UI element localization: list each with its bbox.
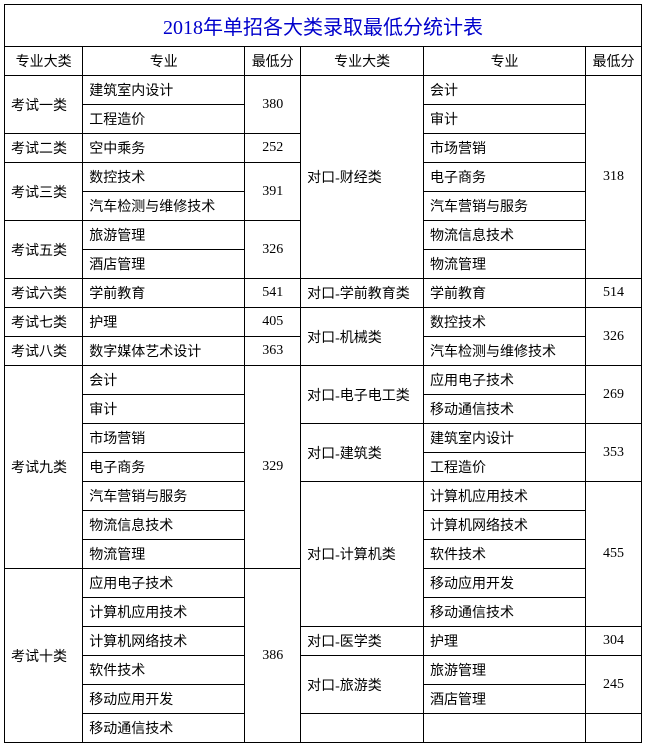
score-cell: 541	[245, 279, 301, 308]
category-cell: 考试十类	[5, 569, 83, 743]
category-cell: 对口-机械类	[301, 308, 424, 366]
major-cell: 工程造价	[83, 105, 245, 134]
admission-score-table: 2018年单招各大类录取最低分统计表专业大类专业最低分专业大类专业最低分考试一类…	[4, 4, 642, 743]
column-header: 专业大类	[5, 47, 83, 76]
major-cell: 计算机网络技术	[424, 511, 586, 540]
empty-cell	[424, 714, 586, 743]
major-cell: 建筑室内设计	[83, 76, 245, 105]
major-cell: 软件技术	[424, 540, 586, 569]
score-cell: 363	[245, 337, 301, 366]
score-cell: 380	[245, 76, 301, 134]
major-cell: 旅游管理	[83, 221, 245, 250]
score-cell: 304	[586, 627, 642, 656]
major-cell: 数控技术	[424, 308, 586, 337]
major-cell: 市场营销	[424, 134, 586, 163]
major-cell: 酒店管理	[83, 250, 245, 279]
major-cell: 市场营销	[83, 424, 245, 453]
major-cell: 汽车检测与维修技术	[424, 337, 586, 366]
score-cell: 326	[245, 221, 301, 279]
category-cell: 考试八类	[5, 337, 83, 366]
major-cell: 物流管理	[83, 540, 245, 569]
major-cell: 护理	[83, 308, 245, 337]
major-cell: 会计	[424, 76, 586, 105]
score-cell: 514	[586, 279, 642, 308]
major-cell: 学前教育	[83, 279, 245, 308]
major-cell: 审计	[424, 105, 586, 134]
score-cell: 252	[245, 134, 301, 163]
category-cell: 考试七类	[5, 308, 83, 337]
category-cell: 考试五类	[5, 221, 83, 279]
page-title: 2018年单招各大类录取最低分统计表	[5, 5, 642, 47]
major-cell: 物流管理	[424, 250, 586, 279]
major-cell: 数字媒体艺术设计	[83, 337, 245, 366]
major-cell: 电子商务	[83, 453, 245, 482]
category-cell: 考试九类	[5, 366, 83, 569]
major-cell: 汽车营销与服务	[424, 192, 586, 221]
empty-cell	[301, 714, 424, 743]
score-cell: 405	[245, 308, 301, 337]
major-cell: 计算机应用技术	[424, 482, 586, 511]
major-cell: 酒店管理	[424, 685, 586, 714]
category-cell: 对口-计算机类	[301, 482, 424, 627]
score-cell: 245	[586, 656, 642, 714]
score-cell: 455	[586, 482, 642, 627]
category-cell: 对口-财经类	[301, 76, 424, 279]
category-cell: 对口-学前教育类	[301, 279, 424, 308]
major-cell: 电子商务	[424, 163, 586, 192]
category-cell: 考试二类	[5, 134, 83, 163]
major-cell: 护理	[424, 627, 586, 656]
major-cell: 数控技术	[83, 163, 245, 192]
category-cell: 考试六类	[5, 279, 83, 308]
score-cell: 318	[586, 76, 642, 279]
major-cell: 物流信息技术	[424, 221, 586, 250]
score-cell: 326	[586, 308, 642, 366]
major-cell: 工程造价	[424, 453, 586, 482]
major-cell: 建筑室内设计	[424, 424, 586, 453]
category-cell: 考试三类	[5, 163, 83, 221]
major-cell: 应用电子技术	[83, 569, 245, 598]
major-cell: 移动通信技术	[424, 598, 586, 627]
score-cell: 391	[245, 163, 301, 221]
major-cell: 学前教育	[424, 279, 586, 308]
major-cell: 计算机网络技术	[83, 627, 245, 656]
column-header: 专业	[83, 47, 245, 76]
score-cell: 269	[586, 366, 642, 424]
major-cell: 应用电子技术	[424, 366, 586, 395]
column-header: 专业大类	[301, 47, 424, 76]
major-cell: 汽车检测与维修技术	[83, 192, 245, 221]
empty-cell	[586, 714, 642, 743]
major-cell: 会计	[83, 366, 245, 395]
major-cell: 移动应用开发	[83, 685, 245, 714]
major-cell: 移动应用开发	[424, 569, 586, 598]
score-cell: 386	[245, 569, 301, 743]
major-cell: 旅游管理	[424, 656, 586, 685]
major-cell: 物流信息技术	[83, 511, 245, 540]
major-cell: 空中乘务	[83, 134, 245, 163]
major-cell: 审计	[83, 395, 245, 424]
score-cell: 353	[586, 424, 642, 482]
score-cell: 329	[245, 366, 301, 569]
column-header: 最低分	[245, 47, 301, 76]
category-cell: 考试一类	[5, 76, 83, 134]
category-cell: 对口-旅游类	[301, 656, 424, 714]
column-header: 专业	[424, 47, 586, 76]
major-cell: 移动通信技术	[83, 714, 245, 743]
major-cell: 计算机应用技术	[83, 598, 245, 627]
major-cell: 软件技术	[83, 656, 245, 685]
major-cell: 移动通信技术	[424, 395, 586, 424]
column-header: 最低分	[586, 47, 642, 76]
category-cell: 对口-建筑类	[301, 424, 424, 482]
category-cell: 对口-电子电工类	[301, 366, 424, 424]
major-cell: 汽车营销与服务	[83, 482, 245, 511]
category-cell: 对口-医学类	[301, 627, 424, 656]
